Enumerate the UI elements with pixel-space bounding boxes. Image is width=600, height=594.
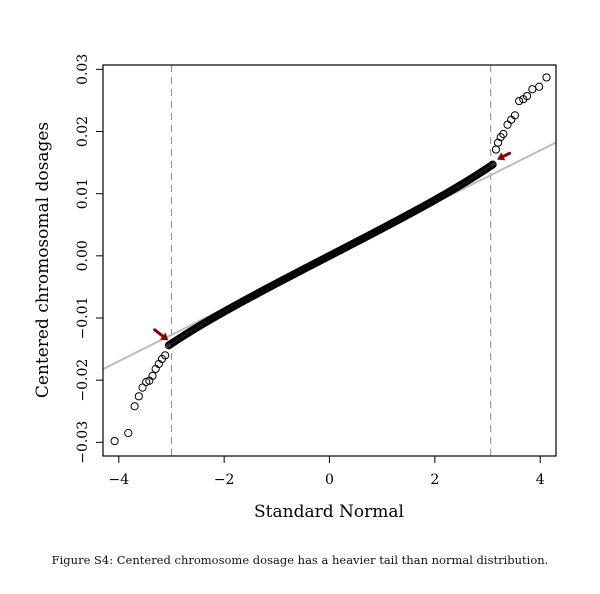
outlier-point [499,129,508,139]
arrow-head [497,152,506,161]
y-tick-label: −0.01 [75,297,91,340]
outlier-point [503,120,512,129]
y-tick-label: −0.03 [75,421,91,464]
outlier-point [535,82,544,91]
figure-caption: Figure S4: Centered chromosome dosage ha… [51,553,549,567]
x-tick-label: −2 [214,472,235,488]
outlier-point [110,436,119,446]
arrow-head [160,332,169,341]
y-tick-label: 0.02 [75,116,91,147]
outlier-point [491,145,501,154]
y-axis-label: Centered chromosomal dosages [33,122,53,398]
x-tick-label: 4 [536,472,545,488]
outlier-point [510,111,520,120]
x-axis-label: Standard Normal [254,502,404,522]
outlier-point [507,115,516,124]
x-tick-label: 2 [430,472,439,488]
y-tick-label: 0.00 [75,240,91,271]
annotation-arrow [153,328,169,341]
x-tick-label: 0 [325,472,334,488]
outlier-point [148,371,157,380]
arrow-shaft [501,151,512,158]
y-tick-label: 0.01 [75,178,91,209]
outlier-point [528,85,537,94]
y-tick-label: 0.03 [75,54,91,85]
outlier-point [138,383,147,392]
outlier-point [542,73,551,82]
outlier-point [522,91,532,101]
x-tick-label: −4 [108,472,129,488]
plot-frame [102,64,557,457]
outlier-point [124,428,133,438]
annotation-arrow [497,151,512,161]
outlier-point [161,351,170,360]
y-tick-label: −0.02 [75,359,91,402]
data-point [488,160,497,169]
outlier-point [130,402,139,411]
outlier-point [515,96,524,106]
arrow-shaft [153,328,165,338]
data-point [487,161,496,170]
outlier-point [134,392,143,401]
